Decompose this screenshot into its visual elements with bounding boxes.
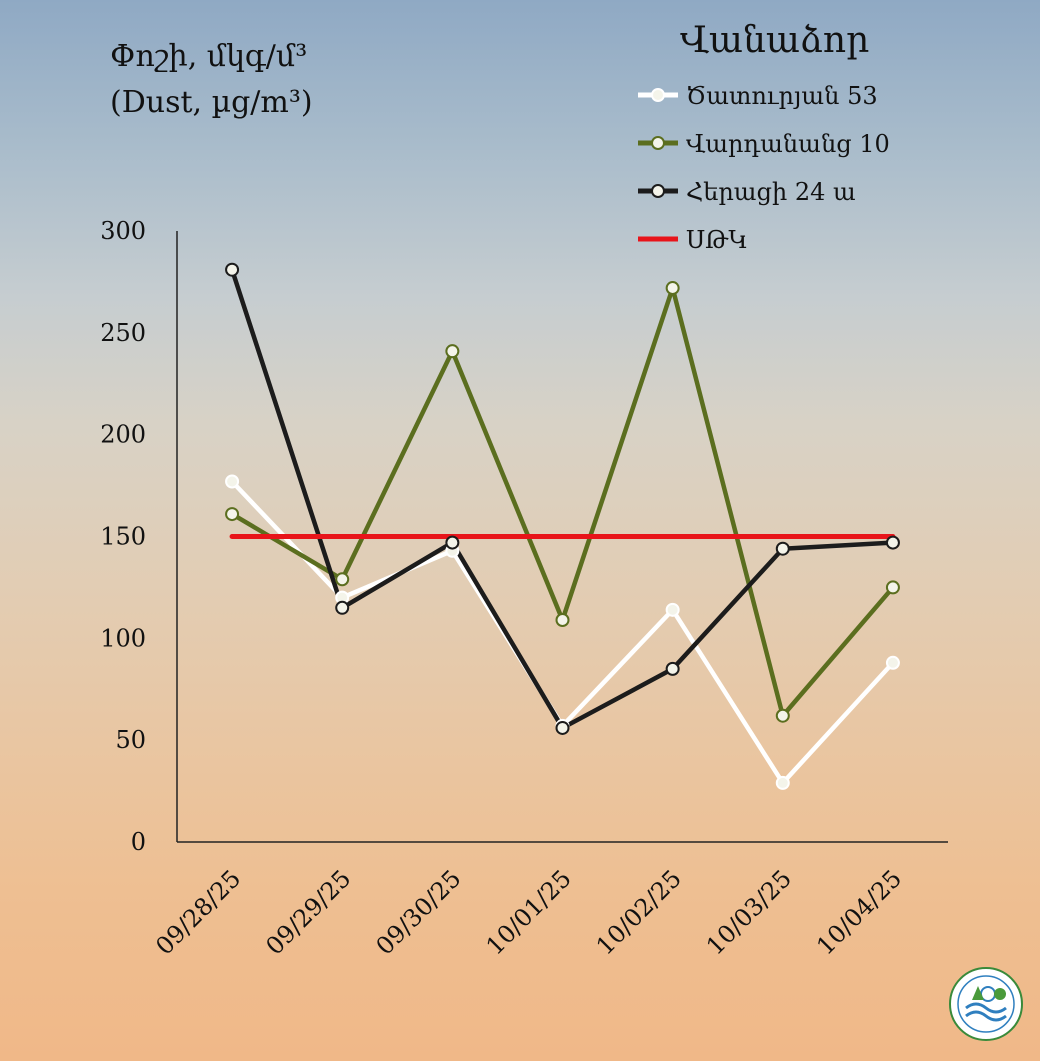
x-tick-label-2: 09/30/25 [371,864,467,960]
data-point-s2-3 [555,720,570,735]
y-tick-label-1: 50 [115,726,146,754]
y-tick-label-3: 150 [100,523,146,551]
series-line-2 [229,267,896,731]
data-point-s2-6 [885,535,900,550]
legend-label-2: Հերացի 24 ա [686,178,856,206]
x-tick-label-4: 10/02/25 [591,864,687,960]
series-line-0 [229,479,896,786]
legend-swatch-marker-2 [651,184,665,198]
legend-swatch-0 [638,88,678,102]
data-point-s1-4 [665,281,680,296]
data-point-s0-5 [775,775,790,790]
y-tick-label-4: 200 [100,421,146,449]
y-tick-label-6: 300 [100,217,146,245]
data-point-s1-2 [445,344,460,359]
legend-swatch-3 [638,236,678,242]
data-point-s2-2 [445,535,460,550]
data-point-s2-1 [335,600,350,615]
data-point-s1-5 [775,708,790,723]
data-point-s0-4 [665,602,680,617]
y-axis-title-line1: Փոշի, մկգ/մ³ [110,39,308,74]
x-tick-label-6: 10/04/25 [811,864,907,960]
legend-swatch-2 [638,184,678,198]
legend-label-3: ՍԹԿ [686,226,748,254]
data-point-s0-0 [225,474,240,489]
data-point-s2-0 [225,262,240,277]
data-point-s2-5 [775,541,790,556]
x-tick-label-5: 10/03/25 [701,864,797,960]
y-axis-title: Փոշի, մկգ/մ³ (Dust, µg/m³) [110,34,313,126]
legend-swatch-1 [638,136,678,150]
x-tick-label-1: 09/29/25 [260,864,356,960]
data-point-s2-4 [665,661,680,676]
y-tick-label-2: 100 [100,624,146,652]
data-point-s1-0 [225,507,240,522]
x-tick-label-3: 10/01/25 [481,864,577,960]
x-tick-label-0: 09/28/25 [150,864,246,960]
legend-title: Վանաձոր [680,20,870,61]
y-tick-label-5: 250 [100,319,146,347]
legend-label-1: Վարդանանց 10 [686,130,890,158]
series-line-1 [229,285,896,718]
data-point-s1-3 [555,613,570,628]
data-point-s1-1 [335,572,350,587]
data-point-s0-6 [885,655,900,670]
legend-swatch-marker-0 [651,88,665,102]
data-point-s1-6 [885,580,900,595]
agency-logo-icon [949,967,1023,1041]
legend-label-0: Ծատուրյան 53 [686,82,878,110]
legend-swatch-marker-1 [651,136,665,150]
y-axis-title-line2: (Dust, µg/m³) [110,85,313,120]
y-tick-label-0: 0 [131,828,146,856]
